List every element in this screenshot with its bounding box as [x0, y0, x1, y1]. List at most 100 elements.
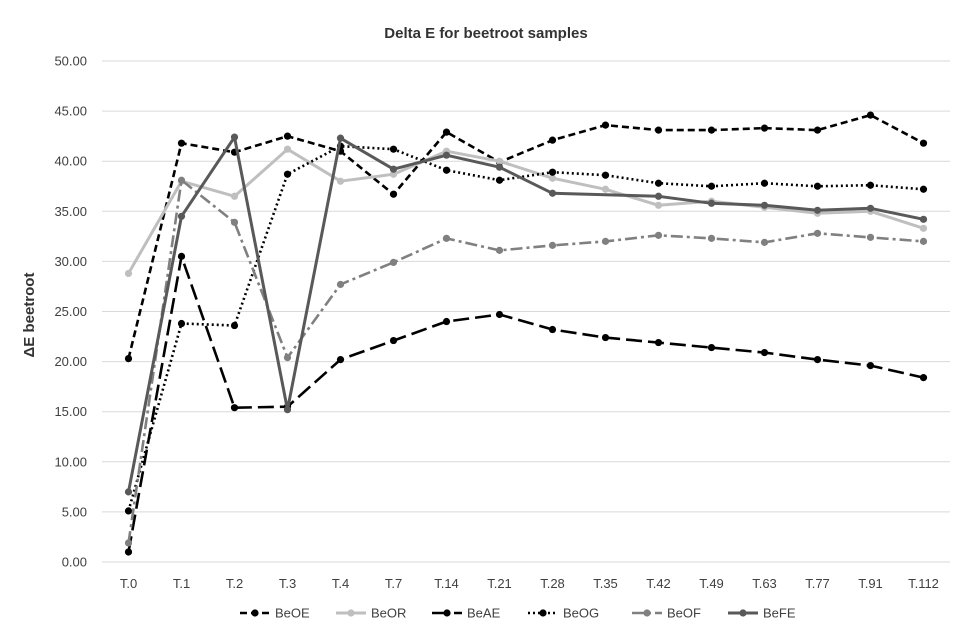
data-point	[601, 237, 610, 245]
data-point	[548, 189, 557, 197]
x-tick-label: T.112	[908, 576, 939, 591]
data-point	[548, 168, 557, 176]
legend-label: BeFE	[763, 606, 796, 621]
x-tick-label: T.63	[752, 576, 777, 591]
y-axis-label: ΔE beetroot	[21, 273, 38, 358]
x-tick-label: T.0	[120, 576, 137, 591]
data-point	[813, 182, 822, 190]
data-point	[389, 165, 398, 173]
data-point	[707, 343, 716, 352]
legend-item-beor: BeOR	[336, 606, 406, 621]
data-point	[654, 179, 663, 187]
x-tick-label: T.2	[226, 576, 243, 591]
data-point	[442, 151, 451, 159]
data-point	[389, 258, 398, 267]
y-tick-label: 35.00	[54, 204, 87, 219]
data-point	[654, 231, 663, 239]
x-tick-label: T.1	[173, 576, 190, 591]
legend-marker	[347, 609, 355, 617]
x-axis-ticks: T.0 T.1 T.2 T.3 T.4 T.7 T.14 T.21 T.28 T.35 T.42 T.…	[120, 576, 939, 591]
data-point	[548, 174, 557, 182]
x-tick-label: T.14	[434, 576, 459, 591]
x-tick-label: T.28	[540, 576, 565, 591]
data-point	[548, 325, 557, 334]
data-point	[177, 319, 186, 328]
data-point	[389, 145, 398, 153]
legend-marker	[643, 609, 651, 617]
data-point	[442, 317, 451, 326]
data-point	[230, 133, 239, 141]
legend-item-beof: BeOF	[632, 606, 701, 621]
data-point	[230, 218, 239, 226]
series-beae	[124, 252, 928, 556]
data-point	[389, 170, 398, 178]
y-axis-ticks: 0.00 5.00 10.00 15.00 20.00 25.00 30.00 35.00 40…	[54, 54, 87, 570]
series-line	[127, 135, 924, 493]
legend-marker	[739, 609, 747, 617]
x-tick-label: T.35	[593, 576, 618, 591]
chart-title: Delta E for beetroot samples	[384, 25, 587, 42]
x-tick-label: T.7	[385, 576, 402, 591]
data-point	[177, 139, 186, 147]
y-tick-label: 0.00	[62, 555, 87, 570]
legend-marker	[251, 609, 259, 617]
gridlines	[102, 60, 950, 563]
x-tick-label: T.91	[858, 576, 883, 591]
legend-item-befe: BeFE	[728, 606, 796, 621]
y-tick-label: 50.00	[54, 54, 87, 69]
data-point	[177, 252, 186, 260]
y-tick-label: 10.00	[54, 454, 87, 469]
data-point	[707, 199, 716, 207]
data-point	[919, 139, 928, 147]
data-point	[654, 192, 663, 200]
data-point	[760, 179, 769, 187]
y-tick-label: 20.00	[54, 354, 87, 369]
data-point	[919, 224, 928, 232]
data-point	[760, 238, 769, 246]
legend-item-beog: BeOG	[528, 606, 599, 621]
data-point	[919, 185, 928, 193]
data-point	[442, 166, 451, 174]
data-point	[654, 201, 663, 209]
legend-label: BeOE	[275, 606, 310, 621]
data-point	[389, 190, 398, 198]
data-point	[866, 204, 875, 212]
data-point	[760, 124, 769, 132]
legend-label: BeOF	[667, 606, 701, 621]
data-point	[124, 507, 133, 515]
data-point	[707, 182, 716, 190]
data-point	[601, 171, 610, 179]
data-point	[654, 126, 663, 134]
data-point	[654, 338, 663, 347]
data-point	[919, 215, 928, 223]
series-lines	[124, 111, 928, 556]
data-point	[495, 246, 504, 254]
data-point	[601, 185, 610, 193]
series-beog	[124, 142, 928, 515]
data-point	[336, 177, 345, 185]
y-tick-label: 40.00	[54, 154, 87, 169]
series-line	[127, 178, 924, 544]
data-point	[760, 348, 769, 357]
data-point	[230, 404, 239, 412]
data-point	[919, 237, 928, 245]
x-tick-label: T.21	[487, 576, 512, 591]
legend: BeOE BeOR BeAE BeOG BeOF BeFE	[240, 606, 796, 621]
data-point	[336, 134, 345, 142]
legend-item-beoe: BeOE	[240, 606, 310, 621]
data-point	[813, 229, 822, 237]
data-point	[177, 212, 186, 220]
y-tick-label: 5.00	[62, 504, 87, 519]
legend-label: BeAE	[467, 606, 501, 621]
data-point	[548, 136, 557, 144]
data-point	[495, 310, 504, 319]
data-point	[707, 234, 716, 242]
y-tick-label: 15.00	[54, 404, 87, 419]
data-point	[548, 241, 557, 249]
legend-label: BeOG	[563, 606, 599, 621]
data-point	[124, 539, 133, 547]
data-point	[389, 336, 398, 345]
data-point	[124, 269, 133, 278]
legend-item-beae: BeAE	[432, 606, 501, 621]
